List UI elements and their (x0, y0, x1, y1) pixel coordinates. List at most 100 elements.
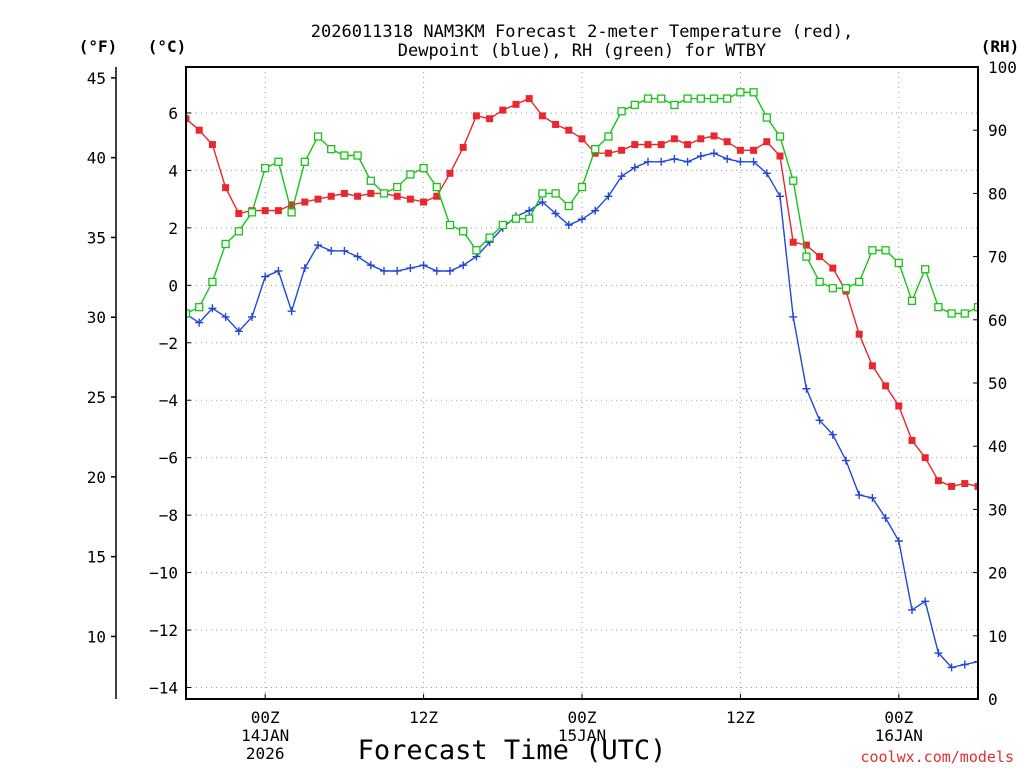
temperature-marker (459, 143, 467, 151)
rh-marker (234, 227, 243, 236)
dewpoint-marker (710, 149, 718, 158)
temperature-marker (961, 480, 969, 488)
dewpoint-marker (894, 537, 903, 545)
celsius-tick-label: −10 (149, 564, 178, 583)
dewpoint-marker (432, 266, 441, 275)
temperature-marker (367, 189, 375, 197)
rh-marker (186, 309, 191, 318)
rh-marker (485, 233, 494, 242)
temperature-marker (499, 106, 507, 114)
temperature-marker (565, 126, 573, 134)
temperature-marker (393, 192, 401, 200)
rh-marker (762, 113, 771, 122)
fahrenheit-tick-label: 35 (87, 228, 106, 247)
rh-marker (683, 94, 692, 103)
rh-marker (934, 303, 943, 312)
temperature-marker (261, 207, 269, 215)
temperature-marker (195, 126, 203, 134)
celsius-tick-label: 2 (168, 219, 178, 238)
time-tick-label: 00Z (568, 708, 597, 727)
rh-marker (841, 284, 851, 293)
series-line (186, 152, 978, 669)
celsius-tick-label: −14 (149, 679, 178, 698)
temperature-marker (604, 149, 612, 157)
temperature-marker (552, 120, 560, 128)
temperature-marker (525, 95, 533, 103)
rh-marker (195, 303, 204, 312)
temperature-marker (816, 253, 824, 261)
dewpoint-marker (261, 272, 270, 281)
celsius-tick-label: −2 (159, 334, 178, 353)
dewpoint-marker (538, 198, 547, 207)
temperature-marker (406, 195, 414, 203)
dewpoint-marker (208, 304, 217, 313)
rh-marker (881, 246, 890, 255)
rh-marker (973, 303, 978, 312)
temperature-marker (486, 115, 494, 123)
dewpoint-marker (353, 252, 362, 261)
dewpoint-marker (380, 266, 388, 275)
fahrenheit-unit-label: (°F) (79, 37, 118, 56)
rh-marker (749, 88, 758, 97)
dewpoint-marker (406, 264, 415, 273)
dewpoint-marker (591, 206, 600, 215)
celsius-tick-label: −4 (159, 391, 178, 410)
celsius-tick-label: 0 (168, 276, 178, 295)
temperature-marker (420, 198, 428, 206)
dewpoint-marker (670, 154, 679, 163)
rh-marker (894, 258, 903, 268)
dewpoint-marker (617, 172, 626, 181)
rh-marker (775, 132, 785, 141)
temperature-marker (776, 152, 784, 160)
celsius-tick-label: −8 (159, 506, 178, 525)
rh-marker (366, 176, 375, 185)
dewpoint-marker (644, 157, 652, 166)
rh-marker (828, 284, 837, 293)
temperature-marker (882, 382, 890, 390)
rh-marker (406, 170, 415, 179)
rh-marker (538, 189, 547, 198)
rh-marker (379, 189, 389, 198)
dewpoint-marker (327, 246, 336, 255)
temperature-marker (446, 169, 454, 177)
temperature-marker (908, 436, 916, 444)
fahrenheit-tick-label: 15 (87, 548, 106, 567)
temperature-marker (314, 195, 322, 203)
fahrenheit-tick-label: 25 (87, 388, 106, 407)
rh-marker (604, 132, 613, 141)
dewpoint-marker (683, 157, 692, 166)
rh-marker (789, 176, 798, 185)
celsius-tick-label: −6 (159, 449, 178, 468)
dewpoint-marker (459, 261, 468, 270)
time-tick-label: 00Z (884, 708, 913, 727)
dewpoint-marker (604, 192, 613, 201)
rh-tick-label: 20 (988, 564, 1007, 583)
rh-marker (855, 277, 864, 287)
temperature-marker (868, 362, 876, 370)
rh-marker (709, 94, 719, 103)
rh-tick-label: 40 (988, 437, 1007, 456)
date-label: 15JAN (558, 726, 606, 745)
rh-marker (274, 157, 283, 166)
dewpoint-marker (221, 312, 230, 321)
rh-marker (432, 182, 441, 192)
dewpoint-marker (802, 384, 811, 393)
dewpoint-marker (564, 221, 573, 229)
temperature-marker (934, 477, 942, 485)
rh-tick-label: 50 (988, 374, 1007, 393)
rh-marker (921, 265, 930, 274)
dewpoint-marker (274, 266, 283, 275)
dewpoint-marker (921, 597, 930, 606)
rh-marker (643, 94, 653, 103)
dewpoint-marker (842, 456, 850, 465)
rh-tick-label: 90 (988, 121, 1007, 140)
celsius-tick-label: −12 (149, 621, 178, 640)
temperature-marker (829, 264, 837, 272)
plot-frame (185, 66, 979, 700)
temperature-marker (274, 207, 282, 215)
fahrenheit-tick-label: 20 (87, 468, 106, 487)
credit-text: coolwx.com/models (860, 748, 1014, 766)
dewpoint-marker (789, 312, 798, 321)
temperature-marker (710, 132, 718, 140)
